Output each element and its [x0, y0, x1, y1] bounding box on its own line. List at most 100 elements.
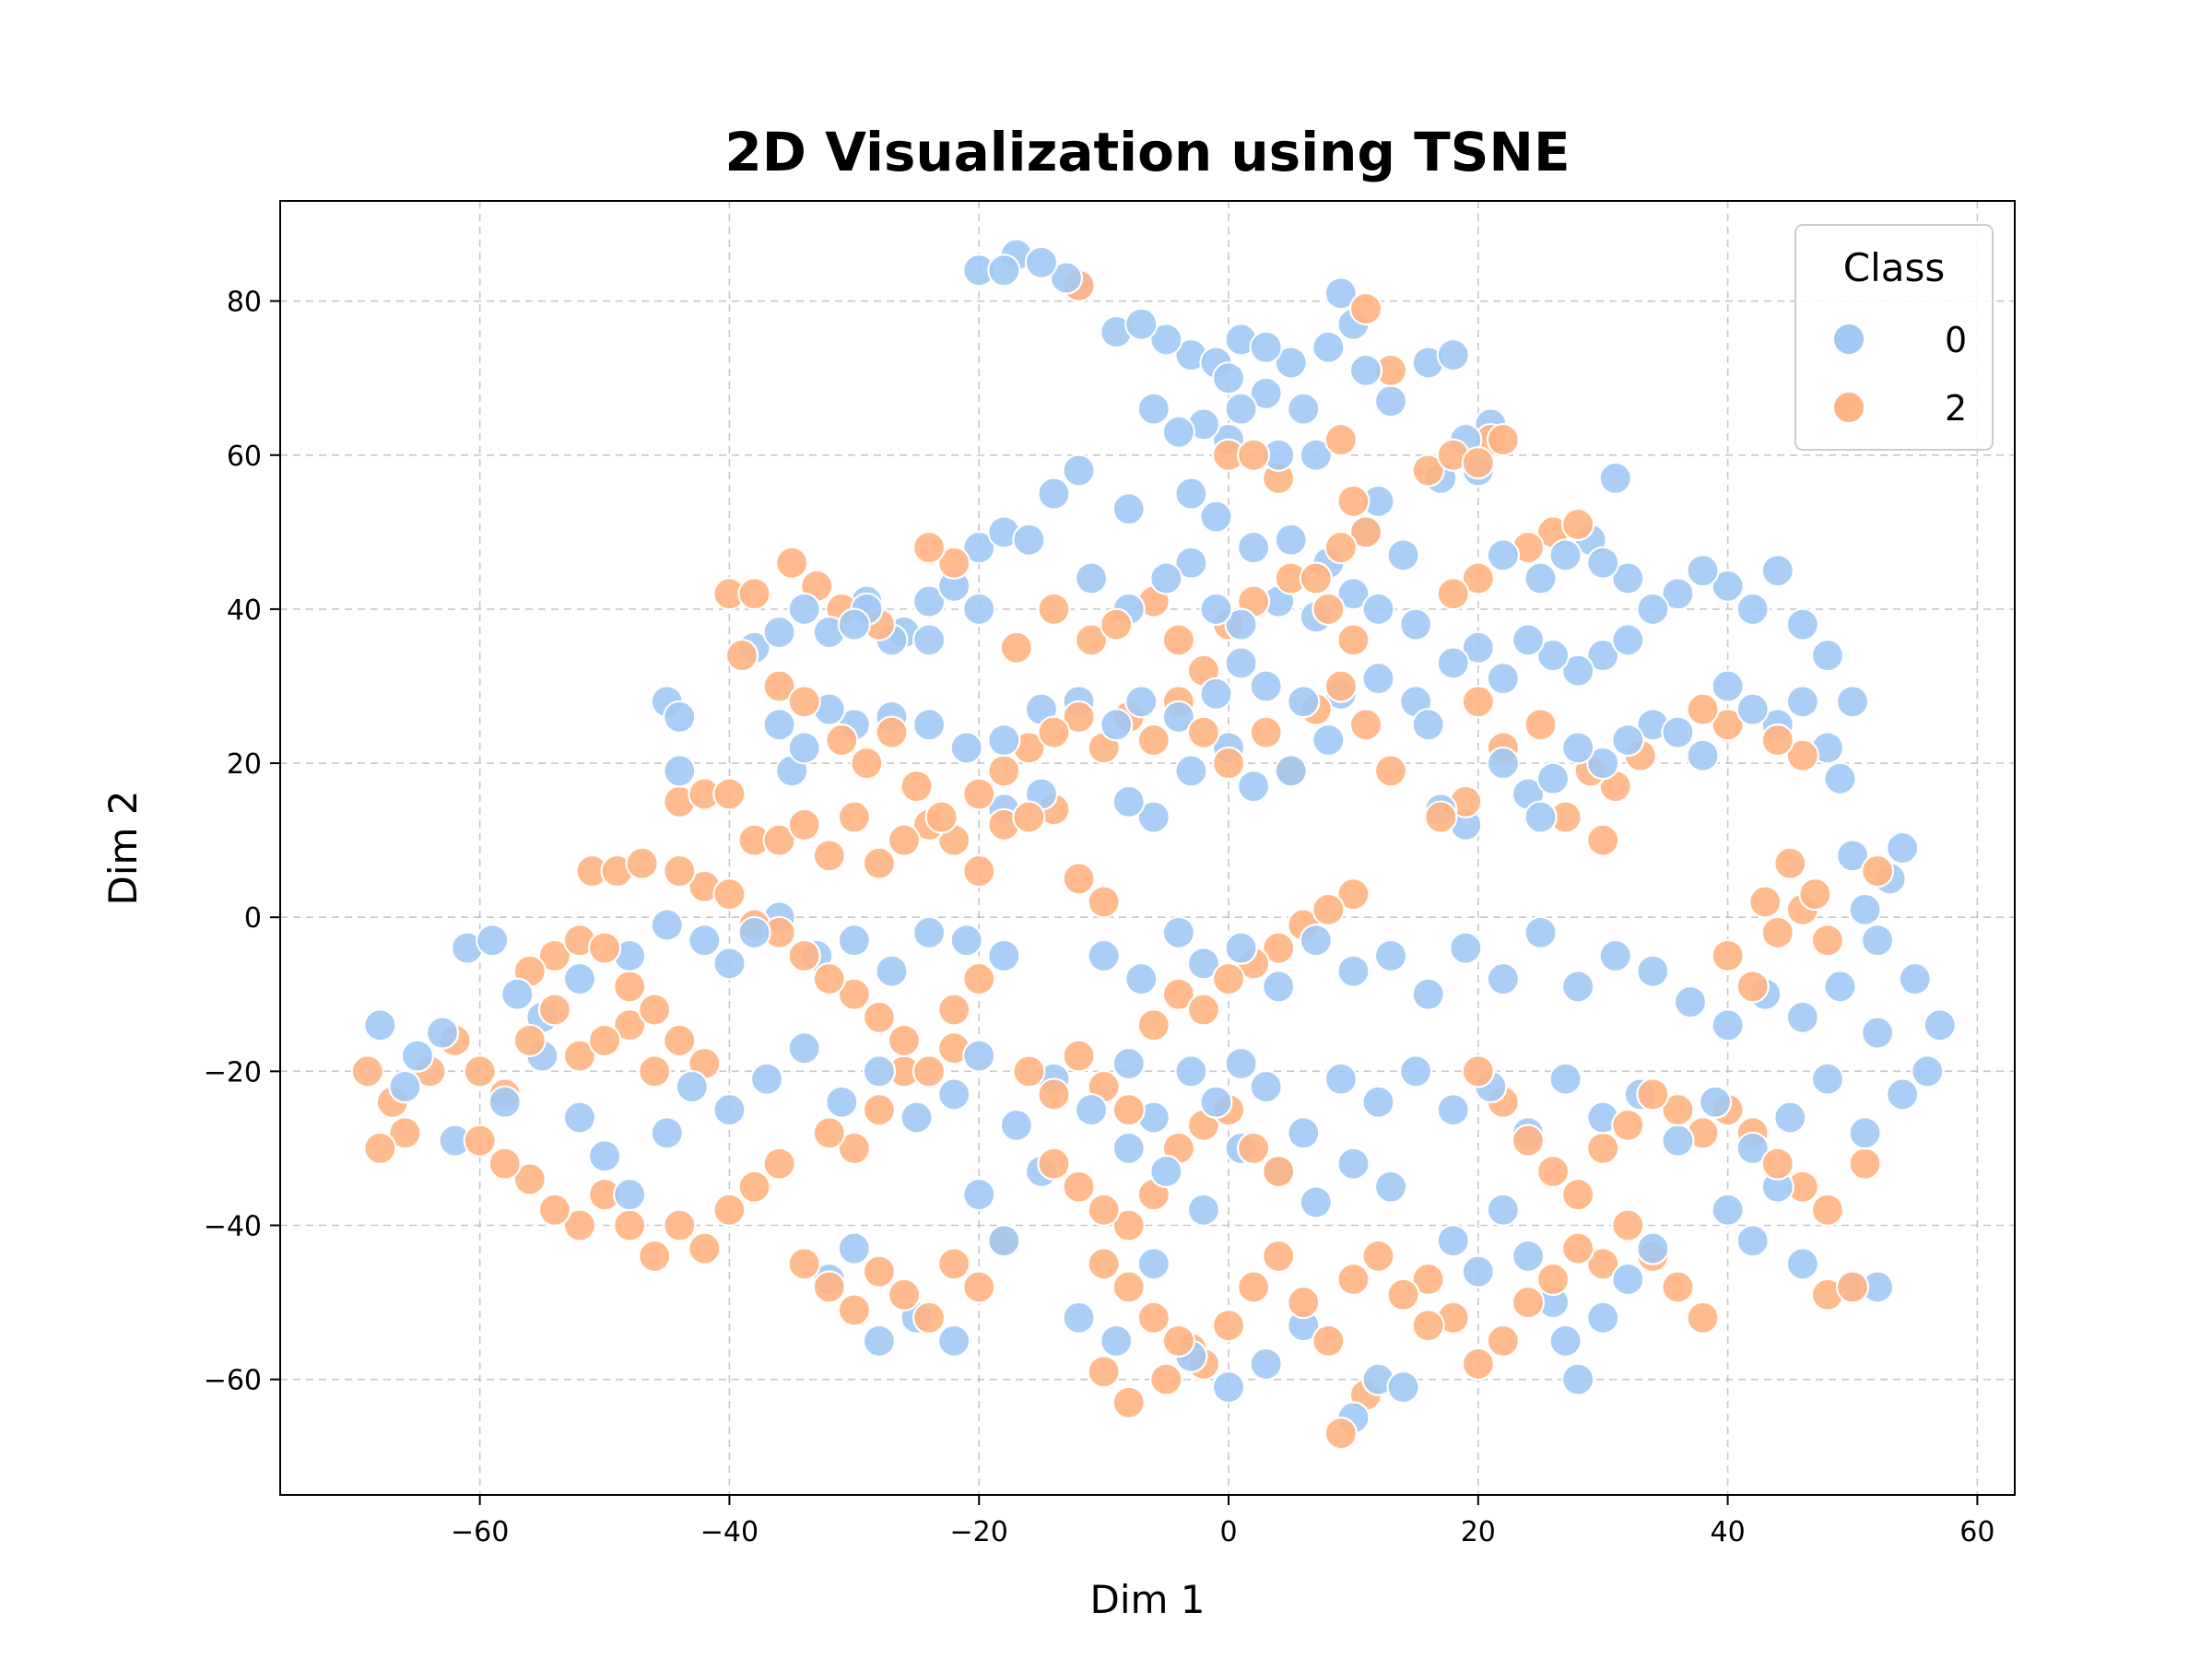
scatter-point-class-0	[1636, 954, 1670, 988]
scatter-point-class-0	[1835, 685, 1870, 719]
scatter-point-class-0	[1461, 1254, 1495, 1288]
scatter-point-class-2	[562, 1208, 597, 1242]
scatter-point-class-2	[1012, 1054, 1046, 1088]
scatter-point-class-2	[1324, 422, 1358, 457]
scatter-point-class-0	[1611, 561, 1645, 595]
scatter-point-class-2	[1062, 700, 1096, 735]
scatter-point-class-2	[1760, 915, 1794, 950]
scatter-point-class-0	[1486, 1193, 1520, 1227]
scatter-point-class-2	[1336, 623, 1371, 657]
scatter-point-class-2	[1262, 1154, 1296, 1189]
scatter-point-class-2	[1461, 561, 1495, 595]
scatter-point-class-0	[1161, 915, 1195, 950]
scatter-point-class-2	[1312, 892, 1346, 926]
scatter-point-class-2	[1236, 1131, 1271, 1166]
scatter-point-class-0	[1436, 1093, 1470, 1127]
scatter-point-class-2	[1461, 1347, 1495, 1382]
scatter-point-class-2	[1136, 1008, 1171, 1042]
scatter-point-class-0	[1100, 1324, 1134, 1358]
scatter-point-class-2	[837, 977, 871, 1011]
scatter-point-class-2	[1860, 853, 1895, 888]
legend-title: Class	[1843, 245, 1946, 290]
scatter-point-class-0	[1224, 607, 1258, 641]
scatter-point-class-2	[613, 1208, 647, 1242]
scatter-point-class-2	[587, 931, 622, 965]
scatter-point-class-0	[1524, 915, 1558, 950]
scatter-point-class-0	[1561, 731, 1595, 765]
scatter-point-class-0	[1373, 384, 1408, 418]
scatter-point-class-0	[1062, 1300, 1096, 1335]
scatter-point-class-0	[1136, 1247, 1171, 1281]
scatter-point-class-2	[1835, 1270, 1870, 1304]
scatter-point-class-0	[1598, 461, 1632, 495]
scatter-point-class-2	[1112, 1270, 1146, 1304]
scatter-point-class-0	[1336, 954, 1371, 988]
scatter-point-class-2	[787, 1247, 821, 1281]
scatter-point-class-2	[1012, 800, 1046, 834]
scatter-point-class-0	[1711, 1193, 1745, 1227]
scatter-point-class-2	[887, 823, 922, 857]
scatter-point-class-0	[1636, 592, 1670, 627]
scatter-point-class-2	[1511, 1124, 1546, 1158]
scatter-point-class-2	[1810, 1193, 1845, 1227]
scatter-point-class-0	[1287, 392, 1321, 426]
scatter-point-class-0	[1149, 561, 1183, 595]
scatter-point-class-2	[1424, 800, 1458, 834]
scatter-point-class-0	[1399, 607, 1433, 641]
scatter-point-class-0	[1336, 577, 1371, 611]
scatter-point-class-2	[688, 1231, 722, 1265]
scatter-point-class-0	[762, 615, 796, 650]
scatter-point-class-2	[1524, 708, 1558, 742]
scatter-point-class-2	[587, 1023, 622, 1058]
scatter-point-class-0	[1436, 338, 1470, 372]
scatter-point-class-0	[1186, 1193, 1221, 1227]
scatter-point-class-0	[912, 584, 947, 618]
scatter-point-class-0	[1711, 569, 1745, 603]
scatter-point-class-0	[1299, 1185, 1333, 1219]
scatter-point-class-0	[712, 947, 747, 981]
scatter-point-class-0	[1923, 1008, 1957, 1042]
scatter-point-class-0	[562, 1100, 597, 1135]
scatter-point-class-0	[1224, 392, 1258, 426]
scatter-point-class-2	[1136, 1300, 1171, 1335]
scatter-point-class-2	[1686, 692, 1720, 726]
scatter-point-class-2	[912, 530, 947, 565]
scatter-point-class-2	[1711, 708, 1745, 742]
scatter-point-class-2	[350, 1054, 384, 1088]
scatter-point-class-0	[1611, 623, 1645, 657]
scatter-point-class-2	[1586, 823, 1620, 857]
scatter-point-class-2	[862, 1254, 896, 1288]
scatter-point-class-0	[1100, 708, 1134, 742]
scatter-point-class-2	[1112, 1208, 1146, 1242]
scatter-point-class-2	[1810, 924, 1845, 958]
data-points	[350, 238, 1957, 1451]
scatter-point-class-2	[1411, 453, 1445, 488]
scatter-point-class-2	[962, 1270, 996, 1304]
scatter-point-class-0	[1461, 630, 1495, 665]
scatter-point-class-0	[787, 592, 821, 627]
scatter-point-class-0	[1361, 1085, 1395, 1119]
scatter-point-class-0	[1112, 492, 1146, 526]
scatter-point-class-2	[937, 546, 971, 580]
scatter-point-class-2	[1511, 1285, 1546, 1320]
scatter-point-class-0	[837, 607, 871, 641]
y-tick-label: 0	[244, 902, 262, 935]
scatter-point-class-0	[650, 908, 684, 942]
scatter-point-class-0	[1535, 761, 1571, 795]
scatter-point-class-0	[1199, 500, 1233, 534]
scatter-point-class-0	[1486, 662, 1520, 696]
scatter-point-class-0	[1511, 623, 1546, 657]
scatter-point-class-0	[1161, 700, 1195, 735]
scatter-point-class-0	[1249, 1069, 1283, 1104]
scatter-point-class-2	[1760, 723, 1794, 758]
scatter-point-class-0	[1785, 1247, 1819, 1281]
x-tick-label: 0	[1219, 1516, 1237, 1548]
scatter-point-class-0	[1112, 1046, 1146, 1081]
scatter-point-class-2	[537, 938, 571, 973]
scatter-point-class-2	[775, 546, 809, 580]
scatter-point-class-0	[1112, 784, 1146, 818]
x-tick-label: −40	[700, 1516, 759, 1548]
x-tick-label: 60	[1959, 1516, 1994, 1548]
scatter-point-class-2	[1100, 607, 1134, 641]
scatter-point-class-2	[1287, 1285, 1321, 1320]
